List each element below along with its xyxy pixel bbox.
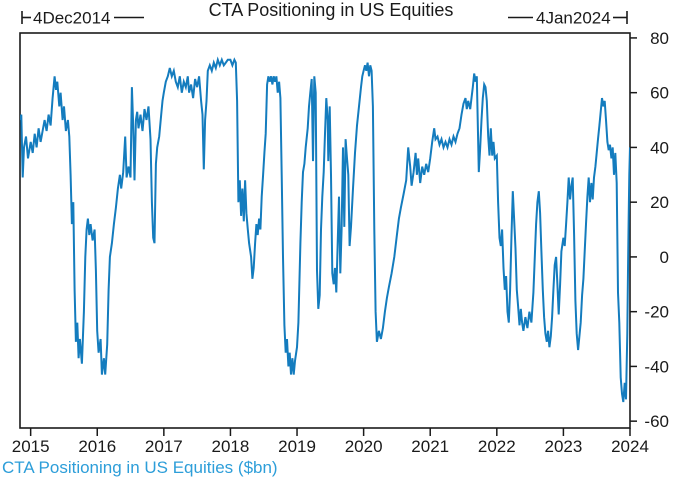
y-tick-label: 0 — [660, 248, 669, 267]
x-tick-label: 2023 — [544, 437, 582, 456]
x-tick-label: 2018 — [212, 437, 250, 456]
start-date-label: 4Dec2014 — [33, 9, 111, 28]
y-tick-label: -60 — [644, 412, 669, 431]
x-tick-label: 2024 — [611, 437, 649, 456]
chart-title: CTA Positioning in US Equities — [209, 0, 454, 20]
x-tick-label: 2019 — [278, 437, 316, 456]
x-tick-label: 2020 — [345, 437, 383, 456]
y-tick-label: -20 — [644, 303, 669, 322]
series-line — [20, 56, 630, 403]
y-tick-label: 40 — [650, 138, 669, 157]
x-tick-label: 2021 — [411, 437, 449, 456]
plot-frame — [19, 32, 631, 429]
x-tick-label: 2017 — [145, 437, 183, 456]
end-date-annotation: 4Jan2024 — [508, 9, 628, 28]
x-tick-label: 2016 — [78, 437, 116, 456]
y-tick-label: -40 — [644, 357, 669, 376]
y-axis: 80 60 40 20 0 -20 -40 -60 — [630, 29, 669, 431]
start-date-annotation: 4Dec2014 — [21, 9, 144, 28]
end-date-label: 4Jan2024 — [536, 9, 611, 28]
y-tick-label: 20 — [650, 193, 669, 212]
x-axis: 2015 2016 2017 2018 2019 2020 2021 2022 2023 2024 — [12, 428, 649, 456]
x-tick-label: 2015 — [12, 437, 50, 456]
chart-caption: CTA Positioning in US Equities ($bn) — [2, 458, 278, 477]
y-tick-label: 60 — [650, 84, 669, 103]
y-tick-label: 80 — [650, 29, 669, 48]
series-group — [20, 56, 630, 403]
x-tick-label: 2022 — [478, 437, 516, 456]
